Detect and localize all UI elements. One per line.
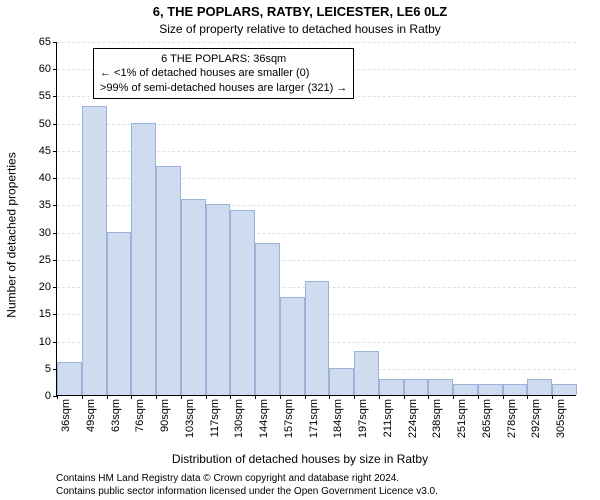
y-tick-label: 65 bbox=[39, 36, 57, 48]
x-tick-label: 49sqm bbox=[85, 399, 97, 432]
x-tick bbox=[379, 395, 380, 399]
x-tick bbox=[527, 395, 528, 399]
x-tick-label: 265sqm bbox=[481, 399, 493, 438]
histogram-bar bbox=[230, 210, 255, 395]
x-tick-label: 76sqm bbox=[134, 399, 146, 432]
y-tick-label: 10 bbox=[39, 336, 57, 348]
chart-title-main: 6, THE POPLARS, RATBY, LEICESTER, LE6 0L… bbox=[0, 4, 600, 19]
histogram-bar bbox=[478, 384, 503, 395]
license-line1: Contains HM Land Registry data © Crown c… bbox=[56, 473, 438, 486]
x-tick bbox=[453, 395, 454, 399]
x-tick bbox=[107, 395, 108, 399]
histogram-bar bbox=[527, 379, 552, 395]
x-tick-label: 251sqm bbox=[456, 399, 468, 438]
annotation-line1: 6 THE POPLARS: 36sqm bbox=[100, 52, 347, 66]
histogram-bar bbox=[131, 123, 156, 395]
x-tick-label: 278sqm bbox=[506, 399, 518, 438]
x-tick-label: 238sqm bbox=[431, 399, 443, 438]
histogram-bar bbox=[280, 297, 305, 395]
x-tick bbox=[206, 395, 207, 399]
annotation-box: 6 THE POPLARS: 36sqm ← <1% of detached h… bbox=[93, 48, 354, 99]
histogram-bar bbox=[552, 384, 577, 395]
license-text: Contains HM Land Registry data © Crown c… bbox=[56, 473, 438, 498]
y-tick-label: 25 bbox=[39, 254, 57, 266]
y-tick-label: 0 bbox=[45, 390, 57, 402]
annotation-line3: >99% of semi-detached houses are larger … bbox=[100, 81, 347, 95]
x-tick-label: 197sqm bbox=[357, 399, 369, 438]
x-tick bbox=[57, 395, 58, 399]
histogram-bar bbox=[379, 379, 404, 395]
x-tick-label: 63sqm bbox=[110, 399, 122, 432]
histogram-bar bbox=[453, 384, 478, 395]
histogram-bar bbox=[428, 379, 453, 395]
x-tick bbox=[329, 395, 330, 399]
y-tick-label: 15 bbox=[39, 308, 57, 320]
x-tick-label: 130sqm bbox=[233, 399, 245, 438]
x-tick-label: 305sqm bbox=[555, 399, 567, 438]
y-axis-label-text: Number of detached properties bbox=[5, 152, 19, 317]
y-tick-label: 60 bbox=[39, 63, 57, 75]
x-tick-label: 184sqm bbox=[332, 399, 344, 438]
chart-title-sub: Size of property relative to detached ho… bbox=[0, 22, 600, 36]
histogram-bar bbox=[329, 368, 354, 395]
histogram-bar bbox=[156, 166, 181, 395]
histogram-bar bbox=[503, 384, 528, 395]
y-tick-label: 55 bbox=[39, 90, 57, 102]
x-tick bbox=[280, 395, 281, 399]
y-tick-label: 5 bbox=[45, 363, 57, 375]
x-tick bbox=[82, 395, 83, 399]
x-axis-label: Distribution of detached houses by size … bbox=[0, 452, 600, 466]
y-axis-label: Number of detached properties bbox=[6, 0, 18, 470]
plot-area: 0510152025303540455055606536sqm49sqm63sq… bbox=[56, 42, 576, 396]
x-tick bbox=[404, 395, 405, 399]
y-tick-label: 40 bbox=[39, 172, 57, 184]
x-tick bbox=[156, 395, 157, 399]
x-tick-label: 103sqm bbox=[184, 399, 196, 438]
x-tick-label: 117sqm bbox=[209, 399, 221, 437]
x-tick bbox=[181, 395, 182, 399]
x-tick-label: 157sqm bbox=[283, 399, 295, 438]
x-tick-label: 224sqm bbox=[407, 399, 419, 438]
x-tick-label: 36sqm bbox=[60, 399, 72, 432]
x-tick bbox=[503, 395, 504, 399]
x-tick-label: 292sqm bbox=[530, 399, 542, 438]
histogram-bar bbox=[57, 362, 82, 395]
histogram-bar bbox=[206, 204, 231, 395]
histogram-bar bbox=[107, 232, 132, 395]
x-tick bbox=[478, 395, 479, 399]
x-tick bbox=[255, 395, 256, 399]
x-tick bbox=[305, 395, 306, 399]
license-line2: Contains public sector information licen… bbox=[56, 486, 438, 499]
x-tick bbox=[428, 395, 429, 399]
histogram-bar bbox=[255, 243, 280, 395]
y-tick-label: 30 bbox=[39, 227, 57, 239]
x-tick bbox=[230, 395, 231, 399]
chart-container: 6, THE POPLARS, RATBY, LEICESTER, LE6 0L… bbox=[0, 0, 600, 500]
histogram-bar bbox=[181, 199, 206, 395]
histogram-bar bbox=[354, 351, 379, 395]
histogram-bar bbox=[404, 379, 429, 395]
annotation-line2: ← <1% of detached houses are smaller (0) bbox=[100, 66, 347, 80]
y-tick-label: 45 bbox=[39, 145, 57, 157]
x-tick bbox=[131, 395, 132, 399]
y-tick-label: 50 bbox=[39, 118, 57, 130]
x-tick-label: 144sqm bbox=[258, 399, 270, 438]
x-tick-label: 90sqm bbox=[159, 399, 171, 432]
x-tick-label: 211sqm bbox=[382, 399, 394, 437]
gridline bbox=[57, 42, 576, 43]
y-tick-label: 35 bbox=[39, 199, 57, 211]
histogram-bar bbox=[305, 281, 330, 395]
histogram-bar bbox=[82, 106, 107, 395]
x-tick bbox=[552, 395, 553, 399]
y-tick-label: 20 bbox=[39, 281, 57, 293]
x-tick-label: 171sqm bbox=[308, 399, 320, 438]
x-tick bbox=[354, 395, 355, 399]
